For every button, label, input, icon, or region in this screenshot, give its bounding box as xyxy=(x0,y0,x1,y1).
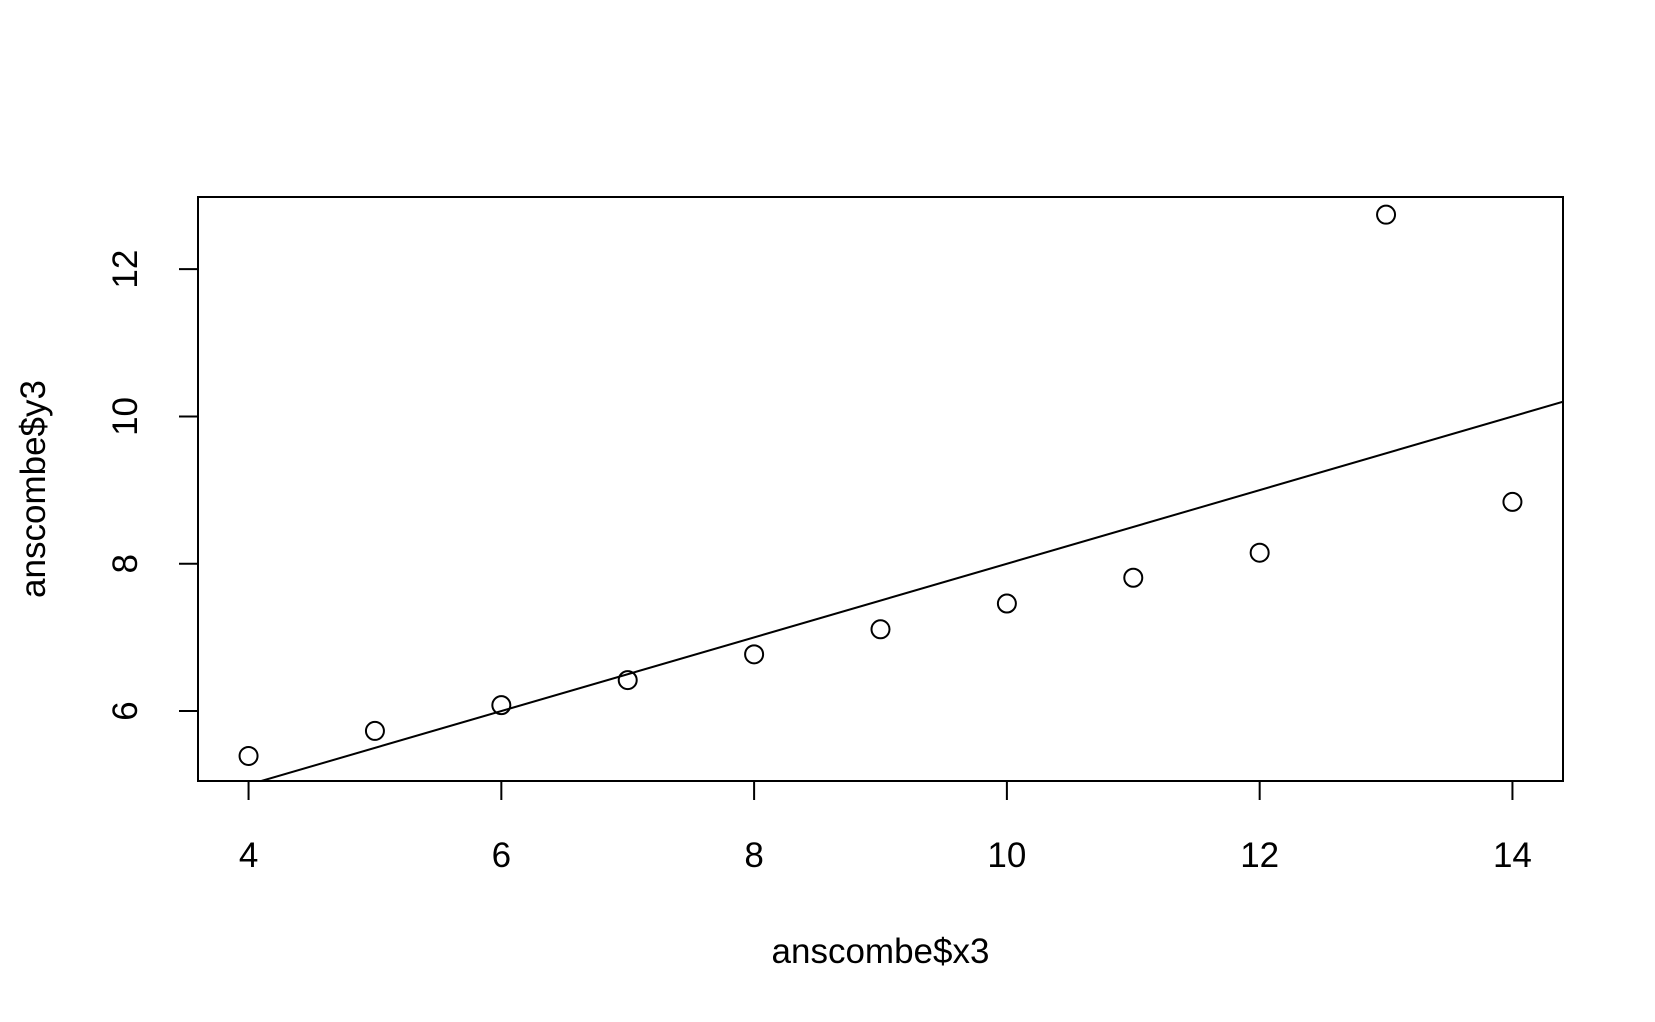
data-point xyxy=(870,619,891,640)
x-tick-label: 6 xyxy=(492,836,511,875)
x-tick-label: 12 xyxy=(1240,836,1279,875)
y-tick-label: 8 xyxy=(106,554,145,573)
data-point xyxy=(491,695,512,716)
regression-line xyxy=(257,400,1563,781)
data-point xyxy=(1249,542,1270,563)
y-tick-label: 10 xyxy=(106,397,145,436)
data-point xyxy=(744,644,765,665)
x-tick-label: 8 xyxy=(744,836,763,875)
plot-frame xyxy=(197,196,1564,782)
x-axis: 4 6 8 10 12 14 xyxy=(239,780,1532,875)
x-tick-label: 14 xyxy=(1493,836,1532,875)
x-tick-label: 10 xyxy=(987,836,1026,875)
data-point xyxy=(617,670,638,691)
x-tick-label: 4 xyxy=(239,836,258,875)
data-point xyxy=(1123,567,1144,588)
x-axis-label: anscombe$x3 xyxy=(772,932,990,971)
data-point xyxy=(238,745,259,766)
points-group xyxy=(238,204,1523,766)
y-axis: 6 8 10 12 xyxy=(106,250,199,721)
data-point xyxy=(1376,204,1397,225)
y-axis-label: anscombe$y3 xyxy=(14,380,53,598)
y-tick-label: 12 xyxy=(106,250,145,289)
data-point xyxy=(1502,491,1523,512)
data-point xyxy=(996,593,1017,614)
data-point xyxy=(364,720,385,741)
y-tick-label: 6 xyxy=(106,701,145,720)
fit-line-group xyxy=(257,400,1563,781)
